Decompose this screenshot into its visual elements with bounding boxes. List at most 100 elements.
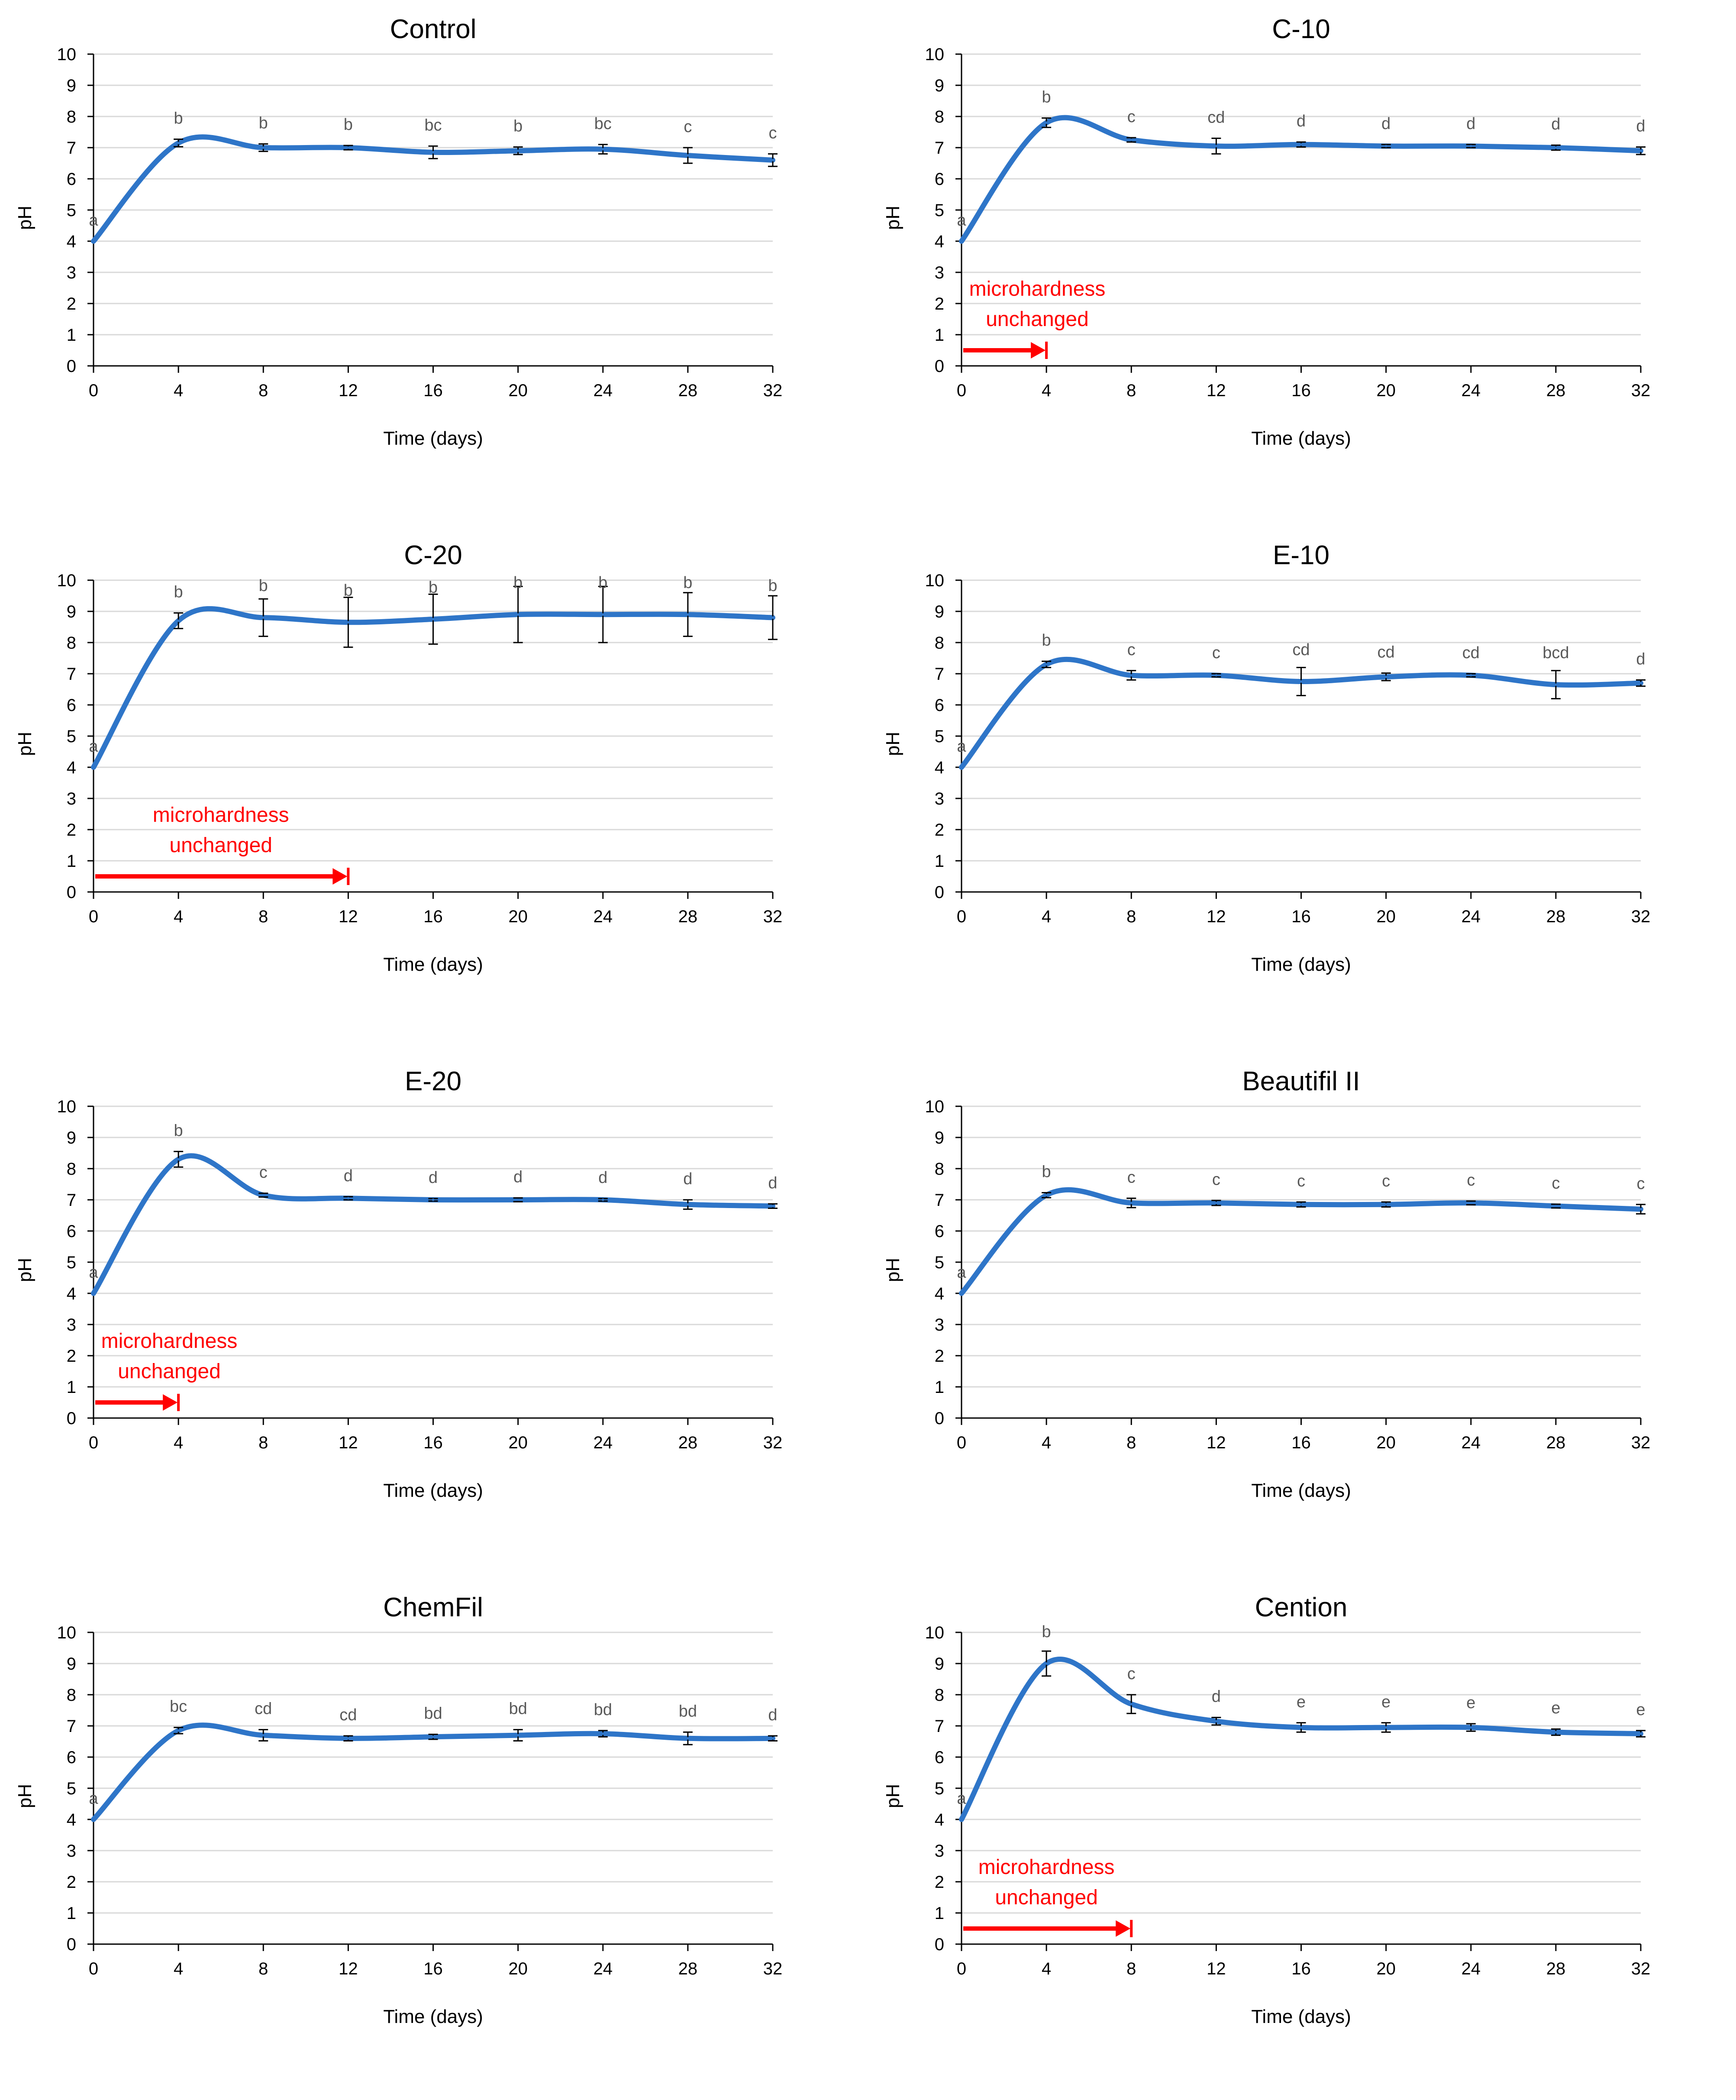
data-point xyxy=(771,616,774,619)
significance-label: c xyxy=(1637,1175,1645,1193)
annotation-arrow-head xyxy=(1116,1920,1131,1937)
chart-title: Beautifil II xyxy=(1242,1066,1360,1096)
data-point xyxy=(1045,1194,1048,1197)
x-axis-label: Time (days) xyxy=(1251,2006,1351,2027)
y-tick-label: 6 xyxy=(67,696,76,715)
significance-label: d xyxy=(1636,117,1645,136)
x-tick-label: 16 xyxy=(423,1433,443,1452)
y-tick-label: 0 xyxy=(935,1935,944,1954)
significance-label: d xyxy=(513,1168,523,1186)
y-axis-label: pH xyxy=(14,1258,35,1282)
significance-label: c xyxy=(1127,108,1136,126)
data-point xyxy=(1469,145,1472,148)
y-tick-label: 6 xyxy=(67,170,76,189)
y-tick-label: 1 xyxy=(67,1904,76,1923)
significance-label: e xyxy=(1636,1701,1645,1719)
x-tick-label: 32 xyxy=(763,381,783,400)
annotation-arrow-head xyxy=(163,1394,178,1411)
significance-label: cd xyxy=(339,1706,357,1724)
x-tick-label: 32 xyxy=(763,1959,783,1978)
y-tick-label: 5 xyxy=(935,1253,944,1272)
significance-label: e xyxy=(1297,1693,1306,1711)
series-line xyxy=(91,1153,775,1296)
data-point xyxy=(177,142,180,145)
annotation-text: unchanged xyxy=(118,1360,221,1383)
data-point xyxy=(1554,1731,1557,1734)
y-tick-label: 1 xyxy=(935,1378,944,1397)
significance-label: b xyxy=(1042,1623,1051,1641)
data-point xyxy=(516,1199,520,1201)
significance-label: a xyxy=(957,1263,966,1282)
y-tick-label: 3 xyxy=(67,263,76,282)
x-axis-label: Time (days) xyxy=(383,428,483,449)
chart-panel-cention: Cention 0 1 2 3 4 5 6 7 8 9 10 0 4 8 12 16 20 24 28 32 Time (… xyxy=(868,1578,1736,2098)
y-tick-label: 10 xyxy=(925,1623,945,1642)
y-tick-label: 0 xyxy=(67,883,76,902)
data-point xyxy=(1639,682,1642,685)
series-line xyxy=(91,606,775,770)
x-tick-label: 8 xyxy=(258,1433,268,1452)
x-tick-label: 4 xyxy=(1042,1959,1051,1978)
x-tick-label: 24 xyxy=(1462,1433,1481,1452)
data-point xyxy=(1300,1203,1303,1206)
x-tick-label: 0 xyxy=(957,381,966,400)
y-tick-label: 1 xyxy=(935,1904,944,1923)
y-tick-label: 8 xyxy=(935,1160,944,1179)
y-tick-label: 2 xyxy=(935,294,944,313)
y-tick-label: 6 xyxy=(935,170,944,189)
annotation-text: microhardness xyxy=(101,1330,238,1353)
annotation-text: unchanged xyxy=(986,308,1089,331)
y-tick-label: 10 xyxy=(925,45,945,64)
x-tick-label: 24 xyxy=(594,1433,613,1452)
data-point xyxy=(960,1818,963,1821)
y-tick-label: 0 xyxy=(935,883,944,902)
x-tick-label: 24 xyxy=(594,1959,613,1978)
y-tick-label: 9 xyxy=(935,1128,944,1147)
data-point xyxy=(686,1737,689,1740)
y-tick-label: 8 xyxy=(67,1160,76,1179)
significance-label: a xyxy=(957,737,966,756)
x-tick-label: 24 xyxy=(594,907,613,926)
x-tick-label: 12 xyxy=(1207,1959,1226,1978)
y-tick-label: 9 xyxy=(67,76,76,95)
data-point xyxy=(432,618,435,620)
y-tick-label: 3 xyxy=(935,263,944,282)
y-tick-label: 5 xyxy=(67,1253,76,1272)
y-tick-label: 6 xyxy=(67,1748,76,1767)
y-tick-label: 10 xyxy=(925,1097,945,1116)
y-tick-label: 9 xyxy=(935,1654,944,1674)
significance-label: b xyxy=(429,578,438,597)
y-tick-label: 0 xyxy=(67,1409,76,1428)
x-tick-label: 0 xyxy=(89,1433,98,1452)
x-tick-label: 12 xyxy=(339,907,358,926)
significance-label: e xyxy=(1551,1699,1560,1717)
annotation-text: unchanged xyxy=(169,834,272,857)
significance-label: bd xyxy=(679,1702,697,1720)
data-point xyxy=(686,154,689,157)
chart-panel-e-10: E-10 0 1 2 3 4 5 6 7 8 9 10 0 4 8 12 16 20 24 28 32 Time (day… xyxy=(868,526,1736,1052)
significance-label: bc xyxy=(594,115,612,133)
significance-label: b xyxy=(259,577,268,595)
x-tick-label: 16 xyxy=(423,907,443,926)
x-axis-label: Time (days) xyxy=(1251,1480,1351,1501)
y-tick-label: 3 xyxy=(67,1842,76,1861)
x-tick-label: 24 xyxy=(1462,907,1481,926)
x-tick-label: 24 xyxy=(1462,1959,1481,1978)
significance-label: a xyxy=(89,1790,98,1808)
x-tick-label: 32 xyxy=(1631,381,1651,400)
significance-label: d xyxy=(429,1169,438,1187)
x-tick-label: 28 xyxy=(1546,1433,1566,1452)
data-point xyxy=(1469,1726,1472,1729)
data-point xyxy=(1554,1205,1557,1208)
significance-label: d xyxy=(1636,650,1645,668)
x-tick-label: 0 xyxy=(89,907,98,926)
chart-title: Control xyxy=(390,14,477,44)
data-point xyxy=(432,151,435,154)
significance-label: b xyxy=(174,583,183,601)
annotation-text: microhardness xyxy=(153,804,289,827)
y-tick-label: 8 xyxy=(935,1686,944,1705)
x-axis-label: Time (days) xyxy=(383,1480,483,1501)
